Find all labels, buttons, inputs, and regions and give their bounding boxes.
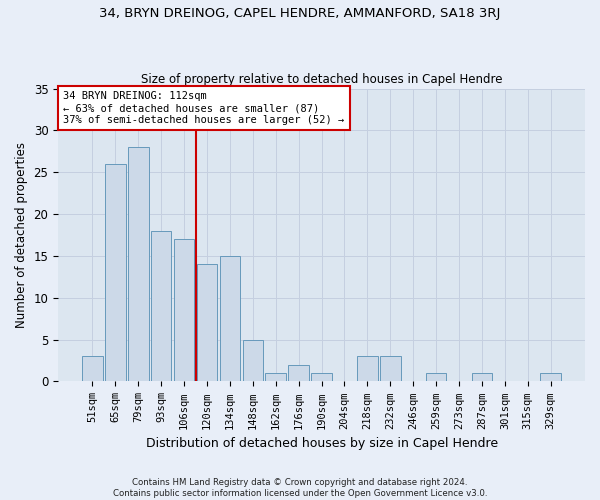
Bar [105, 164, 125, 382]
Y-axis label: Number of detached properties: Number of detached properties [15, 142, 28, 328]
Bar [265, 373, 286, 382]
Text: 34 BRYN DREINOG: 112sqm
← 63% of detached houses are smaller (87)
37% of semi-de: 34 BRYN DREINOG: 112sqm ← 63% of detache… [64, 92, 344, 124]
Bar [197, 264, 217, 382]
Text: Contains HM Land Registry data © Crown copyright and database right 2024.
Contai: Contains HM Land Registry data © Crown c… [113, 478, 487, 498]
Bar [357, 356, 378, 382]
Bar [380, 356, 401, 382]
Bar [82, 356, 103, 382]
Bar [472, 373, 493, 382]
Text: 34, BRYN DREINOG, CAPEL HENDRE, AMMANFORD, SA18 3RJ: 34, BRYN DREINOG, CAPEL HENDRE, AMMANFOR… [100, 8, 500, 20]
Bar [289, 364, 309, 382]
Bar [242, 340, 263, 382]
Bar [151, 231, 172, 382]
Bar [174, 239, 194, 382]
X-axis label: Distribution of detached houses by size in Capel Hendre: Distribution of detached houses by size … [146, 437, 497, 450]
Bar [128, 147, 149, 382]
Bar [220, 256, 240, 382]
Bar [311, 373, 332, 382]
Bar [541, 373, 561, 382]
Bar [426, 373, 446, 382]
Title: Size of property relative to detached houses in Capel Hendre: Size of property relative to detached ho… [141, 73, 502, 86]
